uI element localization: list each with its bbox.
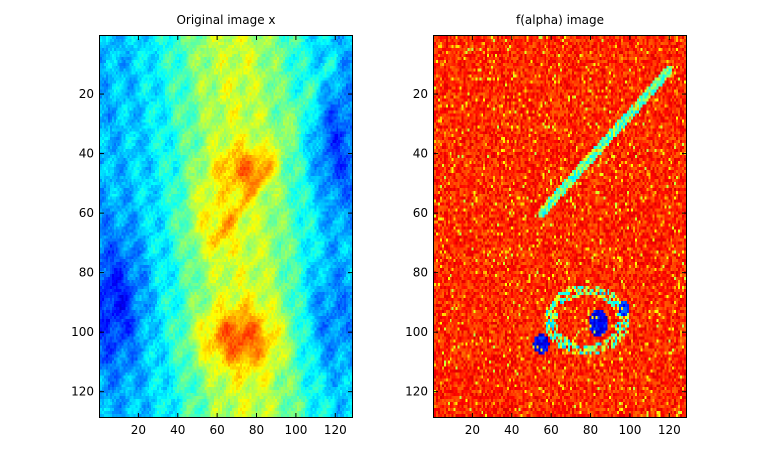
y-tick-label: 100	[405, 325, 428, 339]
x-tick-label: 40	[170, 423, 185, 437]
left-heatmap-image	[100, 36, 352, 417]
y-tick-label: 20	[413, 87, 428, 101]
y-tick-label: 100	[71, 325, 94, 339]
right-axes-frame	[433, 35, 687, 418]
right-heatmap-image	[434, 36, 686, 417]
y-tick-label: 60	[413, 206, 428, 220]
y-tick-label: 60	[79, 206, 94, 220]
right-axis-ticks: 20 40 60 80 100 120 20 40 60 80 100 120	[405, 36, 686, 437]
x-tick-label: 20	[131, 423, 146, 437]
x-tick-label: 40	[504, 423, 519, 437]
y-tick-label: 120	[71, 385, 94, 399]
y-tick-label: 80	[413, 266, 428, 280]
x-tick-label: 60	[210, 423, 225, 437]
x-tick-label: 80	[583, 423, 598, 437]
right-plot: f(alpha) image 20 40 60 80 100 120 20 40 60 80 100…	[405, 13, 687, 437]
y-tick-label: 40	[413, 147, 428, 161]
x-tick-label: 20	[465, 423, 480, 437]
left-axis-ticks: 20 40 60 80 100 120 20 40 60 80 100 120	[71, 36, 352, 437]
x-tick-label: 100	[284, 423, 307, 437]
y-tick-label: 40	[79, 147, 94, 161]
falpha-image-raster	[434, 36, 686, 417]
left-axes-frame	[99, 35, 353, 418]
x-tick-label: 120	[658, 423, 681, 437]
x-tick-label: 60	[544, 423, 559, 437]
x-tick-label: 80	[249, 423, 264, 437]
y-tick-label: 120	[405, 385, 428, 399]
original-image-raster	[100, 36, 352, 417]
y-tick-label: 80	[79, 266, 94, 280]
left-plot: Original image x 20 40 60 80 100 120 20 40 60 80 1…	[71, 13, 353, 437]
y-tick-label: 20	[79, 87, 94, 101]
left-plot-title: Original image x	[176, 13, 275, 27]
x-tick-label: 120	[324, 423, 347, 437]
right-plot-title: f(alpha) image	[516, 13, 604, 27]
x-tick-label: 100	[618, 423, 641, 437]
